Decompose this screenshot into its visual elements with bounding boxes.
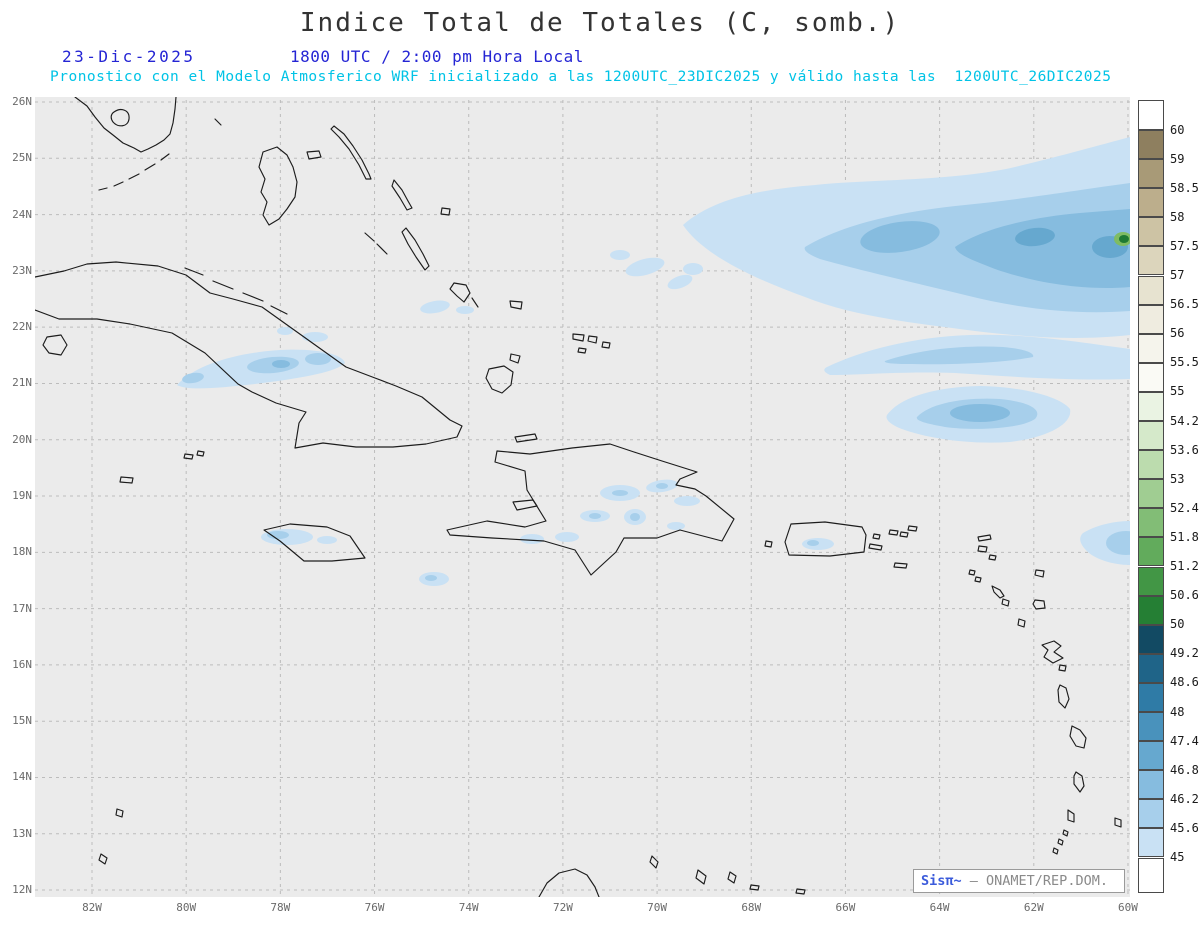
lon-tick-label: 74W — [458, 901, 479, 914]
colorbar-tick-label: 47.4 — [1170, 733, 1199, 748]
lon-tick-label: 66W — [835, 901, 856, 914]
colorbar-tick-label: 50.6 — [1170, 588, 1199, 603]
colorbar-segment — [1138, 130, 1164, 160]
lon-tick-label: 64W — [929, 901, 950, 914]
colorbar-segment — [1138, 537, 1164, 567]
lat-tick-label: 20N — [12, 432, 32, 446]
lat-tick-label: 25N — [12, 151, 32, 165]
colorbar-tick-label: 60 — [1170, 122, 1185, 137]
colorbar-tick-label: 58.5 — [1170, 180, 1199, 195]
lon-tick-label: 68W — [741, 901, 762, 914]
brand-box: Sisπ~ — ONAMET/REP.DOM. — [913, 869, 1125, 893]
colorbar-tick-label: 54.2 — [1170, 413, 1199, 428]
colorbar-segment — [1138, 857, 1164, 893]
colorbar-tick-label: 59 — [1170, 151, 1185, 166]
lat-tick-label: 13N — [12, 826, 32, 840]
colorbar-tick-label: 51.8 — [1170, 529, 1199, 544]
lat-tick-label: 21N — [12, 376, 32, 390]
colorbar-segment — [1138, 566, 1164, 596]
date-label: 23-Dic-2025 — [62, 47, 196, 66]
lon-tick-label: 70W — [647, 901, 668, 914]
colorbar-tick-label: 45.6 — [1170, 820, 1199, 835]
colorbar-segment — [1138, 275, 1164, 305]
colorbar-segment — [1138, 653, 1164, 683]
colorbar-segment — [1138, 828, 1164, 858]
colorbar-tick-label: 51.2 — [1170, 559, 1199, 573]
lon-tick-label: 82W — [82, 901, 102, 914]
lat-tick-label: 16N — [12, 657, 32, 671]
brand-org-label: — ONAMET/REP.DOM. — [969, 873, 1108, 889]
colorbar-segment — [1138, 479, 1164, 509]
valid-time-label: 1800 UTC / 2:00 pm Hora Local — [290, 47, 584, 66]
colorbar-tick-label: 55.5 — [1170, 355, 1199, 370]
colorbar-tick-label: 56.5 — [1170, 297, 1199, 312]
lat-tick-label: 18N — [12, 545, 32, 559]
colorbar-tick-label: 49.2 — [1170, 646, 1199, 661]
totals-index-shading — [177, 137, 1130, 586]
model-init-line: Pronostico con el Modelo Atmosferico WRF… — [50, 69, 1112, 85]
colorbar-segment — [1138, 770, 1164, 800]
lat-tick-label: 23N — [12, 263, 32, 277]
colorbar-segment — [1138, 508, 1164, 538]
brand-logo: Sisπ~ — [921, 873, 962, 889]
lat-tick-label: 14N — [12, 770, 32, 784]
colorbar-segment — [1138, 595, 1164, 625]
lat-tick-label: 12N — [12, 883, 32, 897]
page-title: Indice Total de Totales (C, somb.) — [299, 8, 901, 38]
lon-tick-label: 80W — [176, 901, 197, 914]
colorbar-segment — [1138, 304, 1164, 334]
colorbar-segment — [1138, 159, 1164, 189]
lat-tick-label: 26N — [12, 95, 32, 108]
lat-tick-label: 22N — [12, 320, 32, 334]
lon-tick-label: 72W — [552, 901, 573, 914]
colorbar-segment — [1138, 741, 1164, 771]
colorbar-segment — [1138, 799, 1164, 829]
coastlines — [35, 97, 1122, 897]
colorbar-segment — [1138, 362, 1164, 392]
colorbar-tick-label: 57.5 — [1170, 238, 1199, 253]
datetime-line: 23-Dic-2025 1800 UTC / 2:00 pm Hora Loca… — [0, 47, 1200, 67]
graticule-gridlines — [35, 100, 1130, 895]
map-plot: Sisπ~ — ONAMET/REP.DOM. — [35, 97, 1130, 897]
colorbar-tick-label: 48.6 — [1170, 675, 1199, 690]
colorbar-tick-label: 53.6 — [1170, 442, 1199, 457]
colorbar-tick-label: 45 — [1170, 850, 1185, 864]
lat-tick-label: 24N — [12, 207, 32, 221]
colorbar-segment — [1138, 391, 1164, 421]
colorbar-segment — [1138, 450, 1164, 480]
colorbar-tick-label: 56 — [1170, 326, 1185, 341]
colorbar-segment — [1138, 421, 1164, 451]
colorbar-tick-label: 58 — [1170, 209, 1185, 224]
colorbar-segment — [1138, 246, 1164, 276]
map-canvas — [35, 97, 1130, 897]
lat-tick-label: 19N — [12, 489, 32, 503]
colorbar-tick-label: 53 — [1170, 471, 1185, 486]
colorbar-tick-label: 52.4 — [1170, 500, 1199, 515]
lon-tick-label: 60W — [1118, 901, 1138, 914]
colorbar-segment — [1138, 217, 1164, 247]
colorbar-tick-label: 50 — [1170, 617, 1185, 632]
lat-tick-label: 17N — [12, 601, 32, 615]
colorbar-tick-label: 46.8 — [1170, 762, 1199, 777]
colorbar-segment — [1138, 682, 1164, 712]
lon-tick-label: 76W — [364, 901, 385, 914]
colorbar-segment — [1138, 188, 1164, 218]
lat-tick-label: 15N — [12, 714, 32, 728]
lon-tick-label: 62W — [1023, 901, 1044, 914]
colorbar-tick-label: 55 — [1170, 384, 1185, 399]
colorbar-tick-label: 46.2 — [1170, 791, 1199, 806]
colorbar-segment — [1138, 333, 1164, 363]
lon-tick-label: 78W — [270, 901, 291, 914]
colorbar: 60 59 58.5 58 57.5 57 56.5 56 55.5 55 54.2 53.6 53 52… — [1138, 97, 1200, 897]
colorbar-segment — [1138, 100, 1164, 130]
colorbar-tick-label: 48 — [1170, 704, 1185, 719]
colorbar-tick-label: 57 — [1170, 268, 1185, 282]
colorbar-segment — [1138, 712, 1164, 742]
colorbar-segment — [1138, 624, 1164, 654]
